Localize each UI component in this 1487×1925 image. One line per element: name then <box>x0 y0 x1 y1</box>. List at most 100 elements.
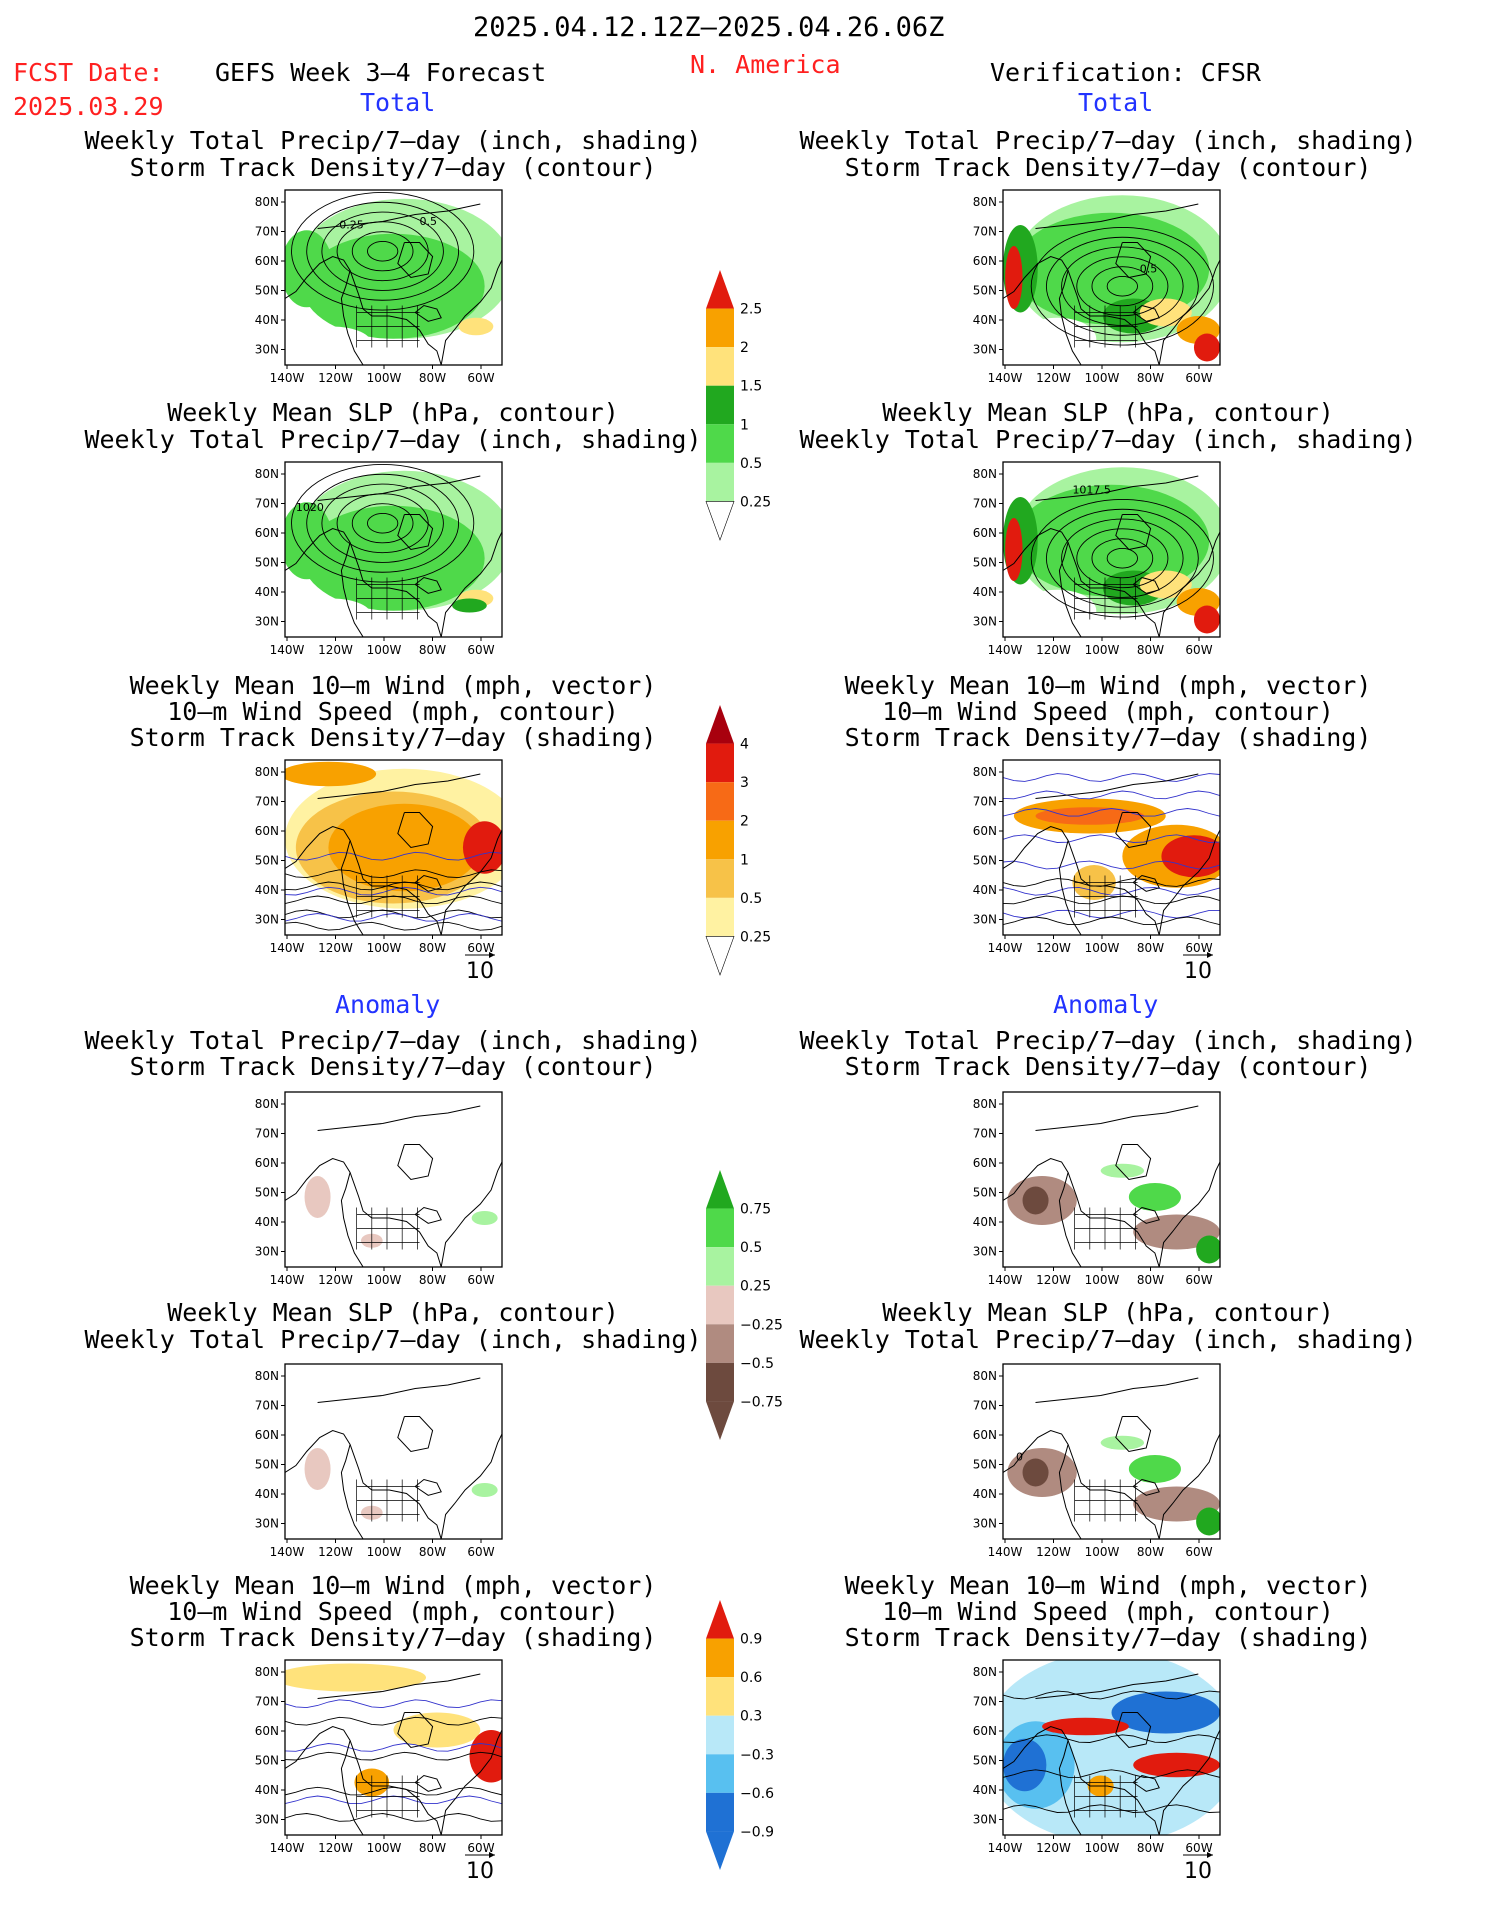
p10-lat-label-50N: 50N <box>973 1458 997 1472</box>
p7-anom-neg <box>304 1176 331 1218</box>
p12-title-3: Storm Track Density/7–day (shading) <box>844 1623 1372 1652</box>
p11-lon-label-80W: 80W <box>419 1841 446 1855</box>
p1-lat-label-70N: 70N <box>255 225 279 239</box>
p3-lat-label-70N: 70N <box>255 497 279 511</box>
p9-title-2: Weekly Total Precip/7–day (inch, shading… <box>84 1325 702 1354</box>
p9-hudson-bay <box>397 1416 434 1453</box>
colorbar-precip_anom-top <box>706 1170 734 1209</box>
p11-lat-label-70N: 70N <box>255 1695 279 1709</box>
p7-lon-label-120W: 120W <box>318 1273 353 1287</box>
p9-coast-east <box>440 1433 502 1539</box>
p3-c6 <box>291 464 475 583</box>
p12-title-1: Weekly Mean 10–m Wind (mph, vector) <box>844 1571 1372 1600</box>
p8-title-2: Storm Track Density/7–day (contour) <box>844 1052 1372 1081</box>
p1-frame <box>284 189 503 366</box>
p8-lon-label-100W: 100W <box>1085 1273 1120 1287</box>
p2-dry-sw <box>1018 317 1097 360</box>
colorbar-precip_total-seg-2 <box>706 347 734 386</box>
p1-c6 <box>291 191 475 311</box>
p6-lon-label-140W: 140W <box>988 941 1023 955</box>
p4-lon-label-60W: 60W <box>1185 643 1212 657</box>
colorbar-precip_total-seg-4 <box>706 424 734 463</box>
colorbar-precip_anom-seg-4 <box>706 1324 734 1363</box>
p10-hudson-bay <box>1115 1416 1152 1453</box>
p5-panel: 80N 70N 60N 50N 40N 30N 140W 120W 100W 80W 60W <box>255 759 503 955</box>
p2-lat-label-70N: 70N <box>973 225 997 239</box>
p7-title-2: Storm Track Density/7–day (contour) <box>129 1052 657 1081</box>
p11-coast-north <box>285 1725 442 1835</box>
p11-sa-3 <box>469 1730 502 1783</box>
p1-c2 <box>351 231 414 272</box>
p8-coast-east <box>1158 1161 1220 1267</box>
p5-lat-label-60N: 60N <box>255 824 279 838</box>
p4-lat-label-80N: 80N <box>973 467 997 481</box>
p12-sa-1b <box>1003 1738 1047 1792</box>
p7-panel: 80N 70N 60N 50N 40N 30N 140W 120W 100W 80W 60W <box>255 1091 503 1287</box>
p4-dry-sw <box>1018 589 1097 632</box>
p7-lat-label-30N: 30N <box>255 1245 279 1259</box>
p9-panel: 80N 70N 60N 50N 40N 30N 140W 120W 100W 80W 60W <box>255 1363 503 1559</box>
colorbar-precip_anom-seg-3 <box>706 1285 734 1325</box>
p10-arctic-coast <box>1035 1377 1199 1403</box>
p6-blue-line4 <box>1003 860 1220 870</box>
p3-field <box>285 462 502 637</box>
p12-lat-label-70N: 70N <box>973 1695 997 1709</box>
p12-lat-label-30N: 30N <box>973 1813 997 1827</box>
p10-field <box>1003 1364 1220 1539</box>
p4-precip-westmax <box>1005 518 1023 581</box>
p4-c3 <box>1076 528 1169 589</box>
p1-contour-label-a: 0.25 <box>339 219 364 232</box>
p4-hudson-bay <box>1115 514 1152 551</box>
p7-lat-label-50N: 50N <box>255 1186 279 1200</box>
colorbar-storm_total-seg-1 <box>706 743 734 783</box>
p11-field <box>285 1660 502 1835</box>
p8-lon-label-80W: 80W <box>1137 1273 1164 1287</box>
p6-coast-north <box>1003 825 1160 935</box>
p10-anom-neg2 <box>1022 1458 1049 1487</box>
p12-line2 <box>1003 1769 1220 1778</box>
p1-precip-atl <box>458 317 494 336</box>
p1-coast-north <box>285 255 442 365</box>
p11-sa-2 <box>393 1712 481 1748</box>
p7-lon-label-100W: 100W <box>367 1273 402 1287</box>
p10-frame <box>1002 1363 1221 1540</box>
section-anomaly-left: Anomaly <box>335 990 441 1019</box>
p3-frame <box>284 461 503 638</box>
p5-lon-label-100W: 100W <box>367 941 402 955</box>
p5-line4 <box>285 921 502 931</box>
colorbar-storm_total-bottom <box>705 936 735 976</box>
p6-great-lakes <box>1132 874 1160 892</box>
p9-lon-label-60W: 60W <box>467 1545 494 1559</box>
p3-precip-atl2 <box>452 598 487 613</box>
p11-title-3: Storm Track Density/7–day (shading) <box>129 1623 657 1652</box>
p10-lat-label-40N: 40N <box>973 1487 997 1501</box>
p6-blue-line0 <box>1003 773 1220 782</box>
p7-lon-label-80W: 80W <box>419 1273 446 1287</box>
p7-hudson-bay <box>397 1144 434 1181</box>
colorbar-storm_total-label-2: 2 <box>740 814 749 830</box>
p10-contour-label-a: 0 <box>1016 1450 1023 1463</box>
p6-title-1: Weekly Mean 10–m Wind (mph, vector) <box>844 671 1372 700</box>
p4-lon-label-140W: 140W <box>988 643 1023 657</box>
p7-great-lakes <box>414 1206 442 1224</box>
p1-lon-label-120W: 120W <box>318 371 353 385</box>
colorbar-precip_anom-seg-1 <box>706 1208 734 1248</box>
p2-lat-label-50N: 50N <box>973 284 997 298</box>
p4-coast-north <box>1003 527 1160 637</box>
p10-anom-pos3 <box>1100 1435 1145 1450</box>
p2-frame <box>1002 189 1221 366</box>
p2-contour-label-a: 0.5 <box>1140 262 1158 275</box>
p3-lat-label-40N: 40N <box>255 585 279 599</box>
p8-anom-neg2 <box>1022 1186 1049 1215</box>
p10-lon-label-120W: 120W <box>1036 1545 1071 1559</box>
p8-lat-label-50N: 50N <box>973 1186 997 1200</box>
p5-line0 <box>285 869 502 879</box>
p3-c4 <box>321 483 444 563</box>
vector-ref-label-1: 10 <box>1184 959 1212 984</box>
p2-lat-label-30N: 30N <box>973 343 997 357</box>
p4-precip-mid <box>1013 484 1210 597</box>
p3-precip-west <box>285 502 333 580</box>
region-title: N. America <box>690 50 841 79</box>
p6-lat-label-30N: 30N <box>973 913 997 927</box>
p2-lon-label-80W: 80W <box>1137 371 1164 385</box>
